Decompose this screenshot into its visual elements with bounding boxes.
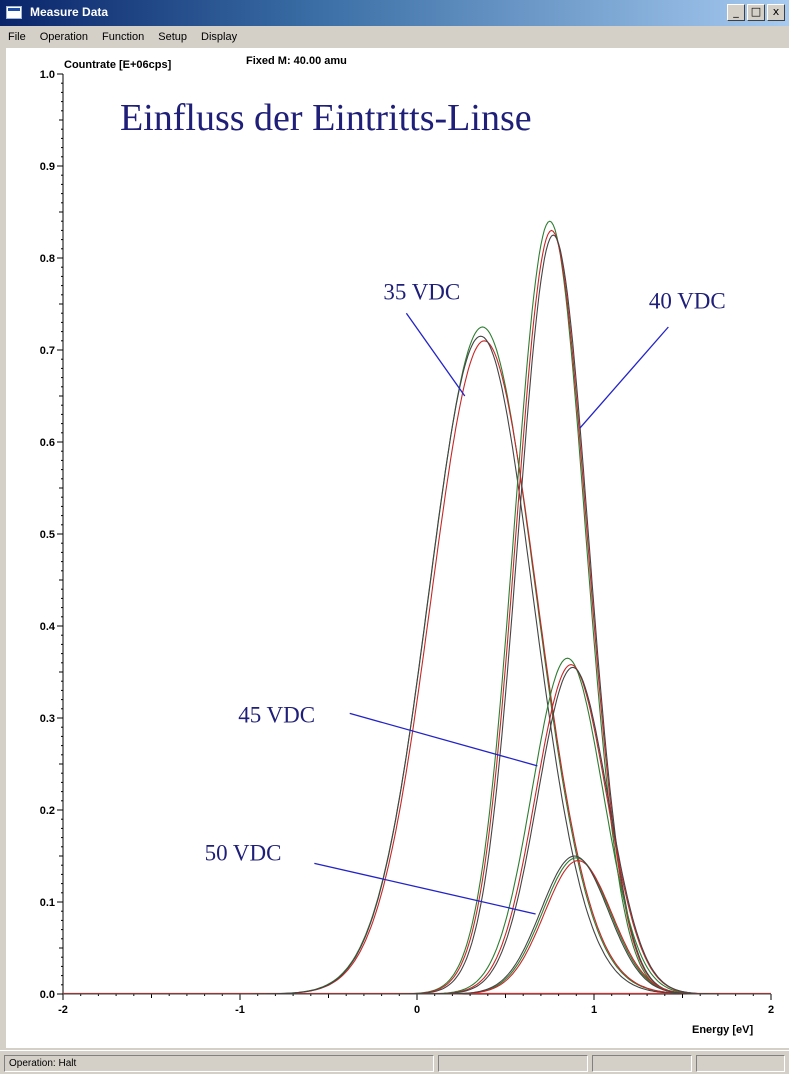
window-title: Measure Data	[30, 5, 109, 19]
axes: 0.0 0.1 0.2 0.3 0.4 0.5 0.6 0.7 0.8 0.9 1.0 -2 -1 0 1 2	[40, 69, 774, 1016]
menu-display[interactable]: Display	[201, 31, 238, 43]
y-tick-label: 0.6	[40, 437, 55, 449]
app-icon	[6, 6, 22, 19]
y-tick-label: 0.2	[40, 805, 55, 817]
x-axis-title: Energy [eV]	[692, 1024, 753, 1036]
menu-function[interactable]: Function	[102, 31, 145, 43]
annotation-leader-45-vdc	[349, 712, 538, 767]
series-line-40-vdc-4	[63, 229, 771, 995]
series-line-40-vdc-5	[63, 234, 771, 995]
menu-file[interactable]: File	[8, 31, 26, 43]
series-line-50-vdc-11	[63, 855, 771, 995]
y-tick-label: 0.3	[40, 713, 55, 725]
y-tick-label: 0.0	[40, 989, 55, 1001]
series-line-45-vdc-7	[63, 664, 771, 995]
x-tick-label: -1	[235, 1004, 245, 1016]
series-line-35-vdc-2	[63, 335, 771, 995]
y-tick-label: 0.5	[40, 529, 55, 541]
series-line-50-vdc-10	[63, 860, 771, 995]
annotation-label-40-vdc: 40 VDC	[649, 289, 726, 314]
annotation-label-45-vdc: 45 VDC	[238, 703, 315, 728]
maximize-button[interactable]: □	[747, 4, 765, 21]
close-button[interactable]: x	[767, 4, 785, 21]
series-line-35-vdc-1	[63, 340, 771, 995]
chart-subtitle: Fixed M: 40.00 amu	[246, 55, 347, 67]
window-titlebar: Measure Data _ □ x	[0, 0, 789, 26]
series-line-40-vdc-3	[63, 220, 771, 995]
x-tick-label: 0	[414, 1004, 420, 1016]
x-tick-label: 2	[768, 1004, 774, 1016]
y-tick-label: 1.0	[40, 69, 55, 81]
series-line-45-vdc-6	[63, 657, 771, 995]
series-line-45-vdc-8	[63, 666, 771, 995]
annotation-leader-50-vdc	[314, 862, 536, 915]
annotation-label-35-vdc: 35 VDC	[383, 279, 460, 304]
series-line-50-vdc-9	[63, 857, 771, 995]
x-tick-label: -2	[58, 1004, 68, 1016]
y-tick-label: 0.8	[40, 253, 55, 265]
series-layer	[63, 220, 771, 995]
plot-area: Countrate [E+06cps] Fixed M: 40.00 amu E…	[6, 48, 789, 1048]
x-tick-label: 1	[591, 1004, 597, 1016]
annotation-leader-35-vdc	[405, 312, 466, 397]
window-controls: _ □ x	[727, 4, 785, 22]
menu-setup[interactable]: Setup	[158, 31, 187, 43]
annotation-leader-40-vdc	[579, 326, 669, 429]
menu-operation[interactable]: Operation	[39, 31, 89, 43]
annotation-layer: 35 VDC 40 VDC 45 VDC 50 VDC	[205, 279, 726, 915]
y-tick-label: 0.1	[40, 897, 55, 909]
series-line-35-vdc-0	[63, 326, 771, 995]
status-pane-4	[696, 1055, 785, 1072]
y-tick-label: 0.4	[40, 621, 56, 633]
status-pane-2	[438, 1055, 588, 1072]
annotation-label-50-vdc: 50 VDC	[205, 841, 282, 866]
chart-title: Einfluss der Eintritts-Linse	[120, 97, 532, 139]
y-tick-label: 0.9	[40, 161, 55, 173]
status-operation: Operation: Halt	[4, 1055, 434, 1072]
y-tick-label: 0.7	[40, 345, 55, 357]
status-pane-3	[592, 1055, 692, 1072]
minimize-button[interactable]: _	[727, 4, 745, 21]
chart: Countrate [E+06cps] Fixed M: 40.00 amu E…	[40, 55, 774, 1036]
y-axis-title: Countrate [E+06cps]	[64, 59, 172, 71]
statusbar: Operation: Halt	[0, 1050, 789, 1074]
menubar: File Operation Function Setup Display	[0, 26, 789, 48]
